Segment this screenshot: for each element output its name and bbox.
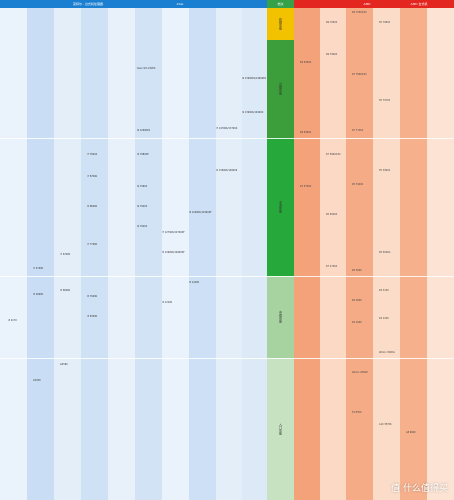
amd-cpu-item: R7 5700X (300, 185, 312, 188)
intel-col-6 (135, 8, 162, 500)
tier-header-label: 档次 (277, 2, 284, 6)
intel-cpu-item: i5 12400 (189, 281, 200, 284)
amd-cpu-item: R9 7950X3D (352, 11, 367, 14)
tier-low: 入门性能 (267, 358, 294, 500)
amd-cpu-item: TR 7980X (379, 21, 391, 24)
amd-cpu-item: R5 7600X (352, 183, 364, 186)
intel-col-8 (189, 8, 216, 500)
amd-cpu-item: TR 3990X (379, 169, 391, 172)
intel-col-5 (108, 8, 135, 500)
amd-header: AMD AMD 台式机 (294, 0, 454, 8)
intel-cpu-item: G4560 (60, 363, 68, 366)
intel-cpu-item: i3 4170 (8, 319, 17, 322)
intel-cpu-item: i3 12100 (162, 301, 173, 304)
amd-cpu-item: R5 3600 (352, 269, 362, 272)
tier-high: 高端性能 (267, 40, 294, 138)
intel-cpu-item: G3930 (33, 379, 41, 382)
intel-header-center-label: Intel (176, 2, 184, 6)
intel-header: 英特尔 - 台式机处理器 Intel (0, 0, 267, 8)
intel-cpu-item: i5 8600K (87, 205, 98, 208)
intel-cpu-item: i9 13900KS/14900KS (242, 77, 267, 80)
tier-main: 主流性能 (267, 138, 294, 276)
intel-cpu-item: i5 7600K (87, 295, 98, 298)
amd-cpu-item: R9 5900X (300, 131, 312, 134)
tier-header: 档次 (267, 0, 294, 8)
tier-divider (0, 358, 454, 359)
intel-cpu-item: Xeon W7-2495X (137, 67, 156, 70)
watermark-text: 值 什么值得买 (391, 484, 448, 494)
intel-cpu-item: i7 7820X (87, 153, 98, 156)
amd-col-5 (400, 8, 427, 500)
amd-cpu-item: R9 7950X (326, 21, 338, 24)
amd-cpu-item: R7 7700X (352, 129, 364, 132)
intel-cpu-item: i9 12900K/12900KF (189, 211, 212, 214)
amd-cpu-item: A8 9600 (406, 431, 416, 434)
tier-divider (0, 138, 454, 139)
intel-col-9 (216, 8, 242, 500)
watermark: 值 什么值得买 (391, 481, 448, 494)
intel-cpu-item: i7 12700K/12700KF (162, 231, 185, 234)
intel-cpu-item: i7 8700K (87, 175, 98, 178)
amd-cpu-item: A10 7870K (379, 423, 392, 426)
intel-cpu-item: i7 7700K (87, 243, 98, 246)
amd-cpu-item: Athlon 200GE (352, 371, 368, 374)
intel-cpu-item: i9 13900K/14900K (242, 111, 264, 114)
intel-col-4 (81, 8, 108, 500)
intel-cpu-item: i7 14700K/13700K (216, 127, 238, 130)
amd-col-6 (427, 8, 454, 500)
tier-label: 高端性能 (278, 83, 283, 95)
amd-col-2 (320, 8, 346, 500)
amd-cpu-item: Athlon 3000G (379, 351, 395, 354)
intel-cpu-item: i3 8350K (87, 315, 98, 318)
intel-cpu-item: i9 7980XE (137, 153, 149, 156)
amd-col-4 (373, 8, 400, 500)
intel-col-1 (0, 8, 27, 500)
tier-mid: 中端性能 (267, 276, 294, 358)
intel-cpu-item: i5 12600K/12600KF (162, 251, 185, 254)
amd-cpu-item: R9 5950X (300, 61, 312, 64)
tier-flagship: 旗舰性能 (267, 8, 294, 40)
amd-cpu-item: R5 5600G (379, 251, 391, 254)
tier-label: 中端性能 (278, 311, 283, 323)
intel-cpu-item: i9 7960X (137, 185, 148, 188)
amd-cpu-item: R9 7900X (326, 53, 338, 56)
amd-header-label-2: AMD 台式机 (410, 2, 428, 6)
amd-cpu-item: R7 7800X3D (352, 73, 367, 76)
amd-col-3 (346, 8, 373, 500)
intel-cpu-item: i9 7920X (137, 225, 148, 228)
intel-cpu-item: i9 7940X (137, 205, 148, 208)
amd-header-label: AMD (363, 2, 371, 6)
amd-cpu-item: FX 8350 (352, 411, 362, 414)
amd-cpu-item: R5 1600 (352, 321, 362, 324)
amd-cpu-item: R7 2700X (326, 265, 338, 268)
amd-cpu-item: R5 2600 (352, 299, 362, 302)
intel-cpu-item: i7 6700K (60, 253, 71, 256)
intel-col-2 (27, 8, 54, 500)
intel-col-3 (54, 8, 81, 500)
intel-col-7 (162, 8, 189, 500)
amd-cpu-item: R3 1200 (379, 317, 389, 320)
amd-cpu-item: R7 5800X3D (326, 153, 341, 156)
intel-cpu-item: i7 4790K (33, 267, 44, 270)
amd-cpu-item: R3 3100 (379, 289, 389, 292)
intel-cpu-item: i5 6600K (60, 289, 71, 292)
tier-label: 旗舰性能 (278, 18, 283, 30)
tier-label: 入门性能 (278, 423, 283, 435)
intel-header-label: 英特尔 - 台式机处理器 (73, 2, 103, 6)
amd-cpu-item: R5 5600X (326, 213, 338, 216)
intel-cpu-item: i5 4690K (33, 293, 44, 296)
intel-col-10 (242, 8, 267, 500)
tier-label: 主流性能 (278, 201, 283, 213)
amd-cpu-item: TR 7970X (379, 99, 391, 102)
intel-cpu-item: i5 13600K/14600K (216, 169, 238, 172)
tier-divider (0, 276, 454, 277)
amd-col-1 (294, 8, 320, 500)
intel-cpu-item: i9 12900KS (137, 129, 151, 132)
